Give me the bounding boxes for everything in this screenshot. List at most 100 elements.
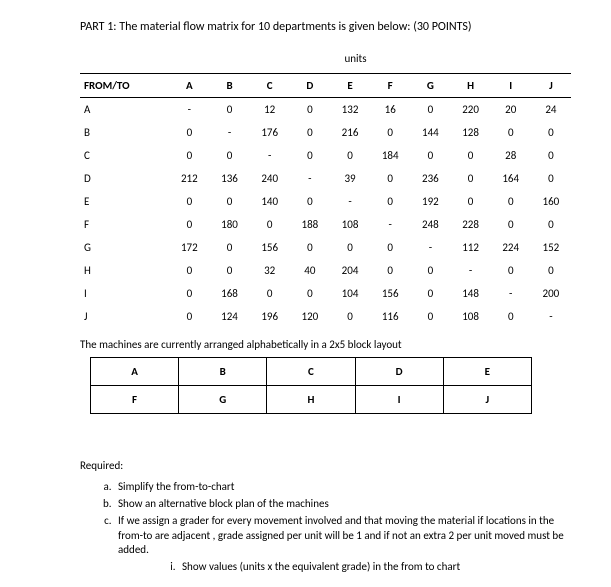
matrix-cell: 148: [450, 282, 490, 305]
matrix-row: D212136240-39023601640: [80, 167, 571, 190]
matrix-header-row: FROM/TO A B C D E F G H I J: [80, 74, 571, 98]
matrix-cell: 0: [209, 98, 249, 122]
matrix-cell: 0: [209, 259, 249, 282]
matrix-cell: 0: [491, 121, 531, 144]
matrix-cell: 196: [250, 305, 290, 328]
matrix-cell: 124: [209, 305, 249, 328]
document-page: PART 1: The material flow matrix for 10 …: [0, 0, 611, 587]
matrix-cell: 0: [491, 259, 531, 282]
matrix-cell: 132: [330, 98, 370, 122]
row-label: B: [80, 121, 169, 144]
matrix-cell: 0: [290, 121, 330, 144]
layout-description: The machines are currently arranged alph…: [80, 338, 571, 351]
matrix-cell: 120: [290, 305, 330, 328]
matrix-cell: 156: [370, 282, 410, 305]
layout-cell: D: [355, 358, 443, 386]
matrix-cell: 0: [290, 236, 330, 259]
matrix-cell: 0: [491, 305, 531, 328]
matrix-cell: 0: [169, 144, 209, 167]
matrix-cell: 224: [491, 236, 531, 259]
matrix-cell: 32: [250, 259, 290, 282]
matrix-cell: -: [209, 121, 249, 144]
layout-cell: G: [179, 386, 267, 414]
matrix-cell: 152: [531, 236, 571, 259]
matrix-cell: 0: [169, 213, 209, 236]
col-header: D: [290, 74, 330, 98]
matrix-cell: 16: [370, 98, 410, 122]
matrix-cell: 108: [450, 305, 490, 328]
matrix-cell: 220: [450, 98, 490, 122]
matrix-cell: 156: [250, 236, 290, 259]
matrix-cell: 12: [250, 98, 290, 122]
row-label: C: [80, 144, 169, 167]
matrix-cell: 0: [531, 121, 571, 144]
matrix-cell: 184: [370, 144, 410, 167]
matrix-cell: 104: [330, 282, 370, 305]
req-item-a: Simplify the from-to-chart: [114, 480, 571, 495]
matrix-cell: 240: [250, 167, 290, 190]
matrix-cell: 0: [250, 213, 290, 236]
header-fromto: FROM/TO: [80, 74, 169, 98]
layout-cell: F: [91, 386, 179, 414]
matrix-cell: 28: [491, 144, 531, 167]
matrix-cell: 0: [450, 144, 490, 167]
matrix-cell: 0: [370, 259, 410, 282]
layout-cell: I: [355, 386, 443, 414]
matrix-cell: 200: [531, 282, 571, 305]
row-label: I: [80, 282, 169, 305]
row-label: H: [80, 259, 169, 282]
matrix-cell: 0: [410, 305, 450, 328]
col-header: E: [330, 74, 370, 98]
col-header: J: [531, 74, 571, 98]
matrix-row: G1720156000-112224152: [80, 236, 571, 259]
matrix-cell: 216: [330, 121, 370, 144]
matrix-cell: 164: [491, 167, 531, 190]
flow-matrix-table: FROM/TO A B C D E F G H I J A-0120132160…: [80, 73, 571, 328]
matrix-cell: 188: [290, 213, 330, 236]
col-header: I: [491, 74, 531, 98]
matrix-cell: 180: [209, 213, 249, 236]
block-layout-table: A B C D E F G H I J: [90, 357, 532, 414]
matrix-cell: 0: [209, 190, 249, 213]
layout-row: F G H I J: [91, 386, 532, 414]
matrix-cell: -: [250, 144, 290, 167]
matrix-cell: 0: [290, 144, 330, 167]
matrix-cell: 0: [330, 236, 370, 259]
matrix-row: E001400-019200160: [80, 190, 571, 213]
col-header: C: [250, 74, 290, 98]
matrix-cell: 0: [410, 144, 450, 167]
matrix-cell: 128: [450, 121, 490, 144]
matrix-cell: 108: [330, 213, 370, 236]
req-item-c: If we assign a grader for every movement…: [114, 514, 571, 575]
layout-cell: J: [443, 386, 531, 414]
matrix-cell: -: [410, 236, 450, 259]
matrix-cell: 0: [370, 236, 410, 259]
matrix-cell: 0: [410, 98, 450, 122]
matrix-cell: 0: [370, 190, 410, 213]
matrix-cell: 0: [169, 121, 209, 144]
matrix-cell: 0: [290, 98, 330, 122]
matrix-cell: 0: [531, 144, 571, 167]
matrix-cell: 0: [370, 167, 410, 190]
col-header: F: [370, 74, 410, 98]
matrix-cell: -: [370, 213, 410, 236]
matrix-cell: 40: [290, 259, 330, 282]
matrix-cell: 136: [209, 167, 249, 190]
matrix-cell: 0: [209, 236, 249, 259]
layout-cell: H: [267, 386, 355, 414]
matrix-cell: -: [169, 98, 209, 122]
matrix-cell: 0: [169, 190, 209, 213]
matrix-cell: 39: [330, 167, 370, 190]
req-item-c-text: If we assign a grader for every movement…: [118, 514, 564, 557]
part-title: PART 1: The material flow matrix for 10 …: [80, 20, 571, 34]
matrix-cell: 0: [531, 213, 571, 236]
matrix-row: I0168001041560148-200: [80, 282, 571, 305]
req-item-c-i: Show values (units x the equivalent grad…: [178, 560, 571, 575]
matrix-row: C00-0018400280: [80, 144, 571, 167]
matrix-cell: -: [450, 259, 490, 282]
matrix-cell: 0: [450, 167, 490, 190]
matrix-cell: -: [491, 282, 531, 305]
matrix-row: B0-1760216014412800: [80, 121, 571, 144]
matrix-cell: -: [290, 167, 330, 190]
matrix-cell: 172: [169, 236, 209, 259]
